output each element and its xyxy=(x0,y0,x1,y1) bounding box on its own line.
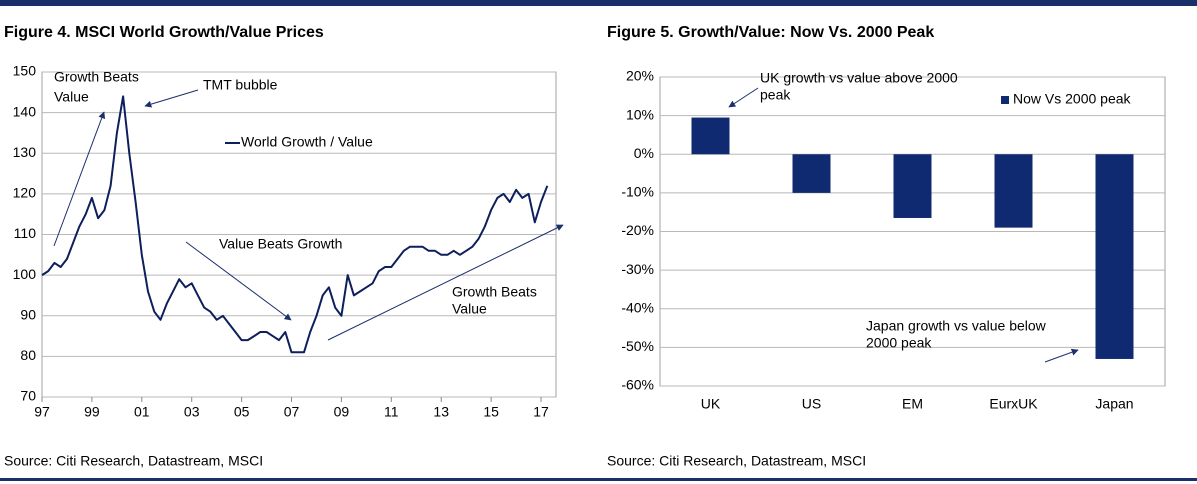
y-tick-label: 100 xyxy=(13,266,37,282)
source-note: Source: Citi Research, Datastream, MSCI xyxy=(607,453,866,469)
y-tick-label: 20% xyxy=(626,68,654,84)
bar xyxy=(792,154,831,193)
chart-title: Figure 4. MSCI World Growth/Value Prices xyxy=(4,24,324,41)
y-tick-label: -30% xyxy=(621,261,654,277)
y-tick-label: -60% xyxy=(621,377,654,393)
source-note: Source: Citi Research, Datastream, MSCI xyxy=(4,453,263,469)
annotation: 2000 peak xyxy=(866,335,932,351)
x-tick-label: 97 xyxy=(34,404,50,420)
bottom-band xyxy=(0,478,1197,481)
legend-swatch xyxy=(1001,96,1009,104)
legend-label: Now Vs 2000 peak xyxy=(1013,91,1132,107)
y-tick-label: 90 xyxy=(20,306,36,322)
annotation-arrow xyxy=(728,87,759,108)
annotation-arrow xyxy=(327,224,564,341)
x-tick-label: EurxUK xyxy=(989,396,1038,412)
y-tick-label: -10% xyxy=(621,184,654,200)
y-tick-label: 130 xyxy=(13,144,37,160)
x-tick-label: 13 xyxy=(433,404,449,420)
x-tick-label: 99 xyxy=(84,404,100,420)
x-tick-label: UK xyxy=(701,396,721,412)
y-tick-label: 0% xyxy=(634,145,654,161)
x-tick-label: 05 xyxy=(234,404,250,420)
annotation: Growth Beats xyxy=(452,284,537,300)
x-tick-label: 11 xyxy=(384,404,399,420)
x-tick-label: 01 xyxy=(134,404,150,420)
bar xyxy=(893,154,932,218)
x-tick-label: Japan xyxy=(1095,396,1133,412)
y-tick-label: 110 xyxy=(14,225,37,241)
bar xyxy=(994,154,1033,228)
y-tick-label: -40% xyxy=(621,299,654,315)
y-tick-label: -20% xyxy=(621,222,654,238)
y-tick-label: 150 xyxy=(13,63,37,79)
y-tick-label: 80 xyxy=(20,347,36,363)
x-tick-label: 15 xyxy=(483,404,499,420)
y-tick-label: -50% xyxy=(621,338,654,354)
bar xyxy=(1095,154,1134,359)
annotation-arrow xyxy=(144,89,199,108)
annotation: Growth Beats xyxy=(54,69,139,85)
y-tick-label: 10% xyxy=(626,106,654,122)
data-line xyxy=(41,95,549,354)
bar xyxy=(691,117,730,155)
y-tick-label: 70 xyxy=(20,388,36,404)
annotation-arrow xyxy=(185,241,292,321)
annotation: Value Beats Growth xyxy=(219,236,342,252)
x-tick-label: 17 xyxy=(533,404,549,420)
annotation: TMT bubble xyxy=(203,77,278,93)
annotation: Value xyxy=(452,301,487,317)
annotation-arrow xyxy=(1044,348,1079,363)
legend-label: World Growth / Value xyxy=(241,134,373,150)
annotation: UK growth vs value above 2000 xyxy=(760,70,958,86)
annotation: peak xyxy=(760,87,791,103)
y-tick-label: 120 xyxy=(13,185,37,201)
annotation: Japan growth vs value below xyxy=(866,318,1047,334)
x-tick-label: EM xyxy=(902,396,923,412)
x-tick-label: 09 xyxy=(334,404,350,420)
chart-title: Figure 5. Growth/Value: Now Vs. 2000 Pea… xyxy=(607,24,934,41)
x-tick-label: 07 xyxy=(284,404,300,420)
x-tick-label: 03 xyxy=(184,404,200,420)
annotation: Value xyxy=(54,89,89,105)
x-tick-label: US xyxy=(802,396,821,412)
top-band xyxy=(0,0,1197,6)
y-tick-label: 140 xyxy=(13,103,37,119)
annotation-arrow xyxy=(53,111,106,247)
